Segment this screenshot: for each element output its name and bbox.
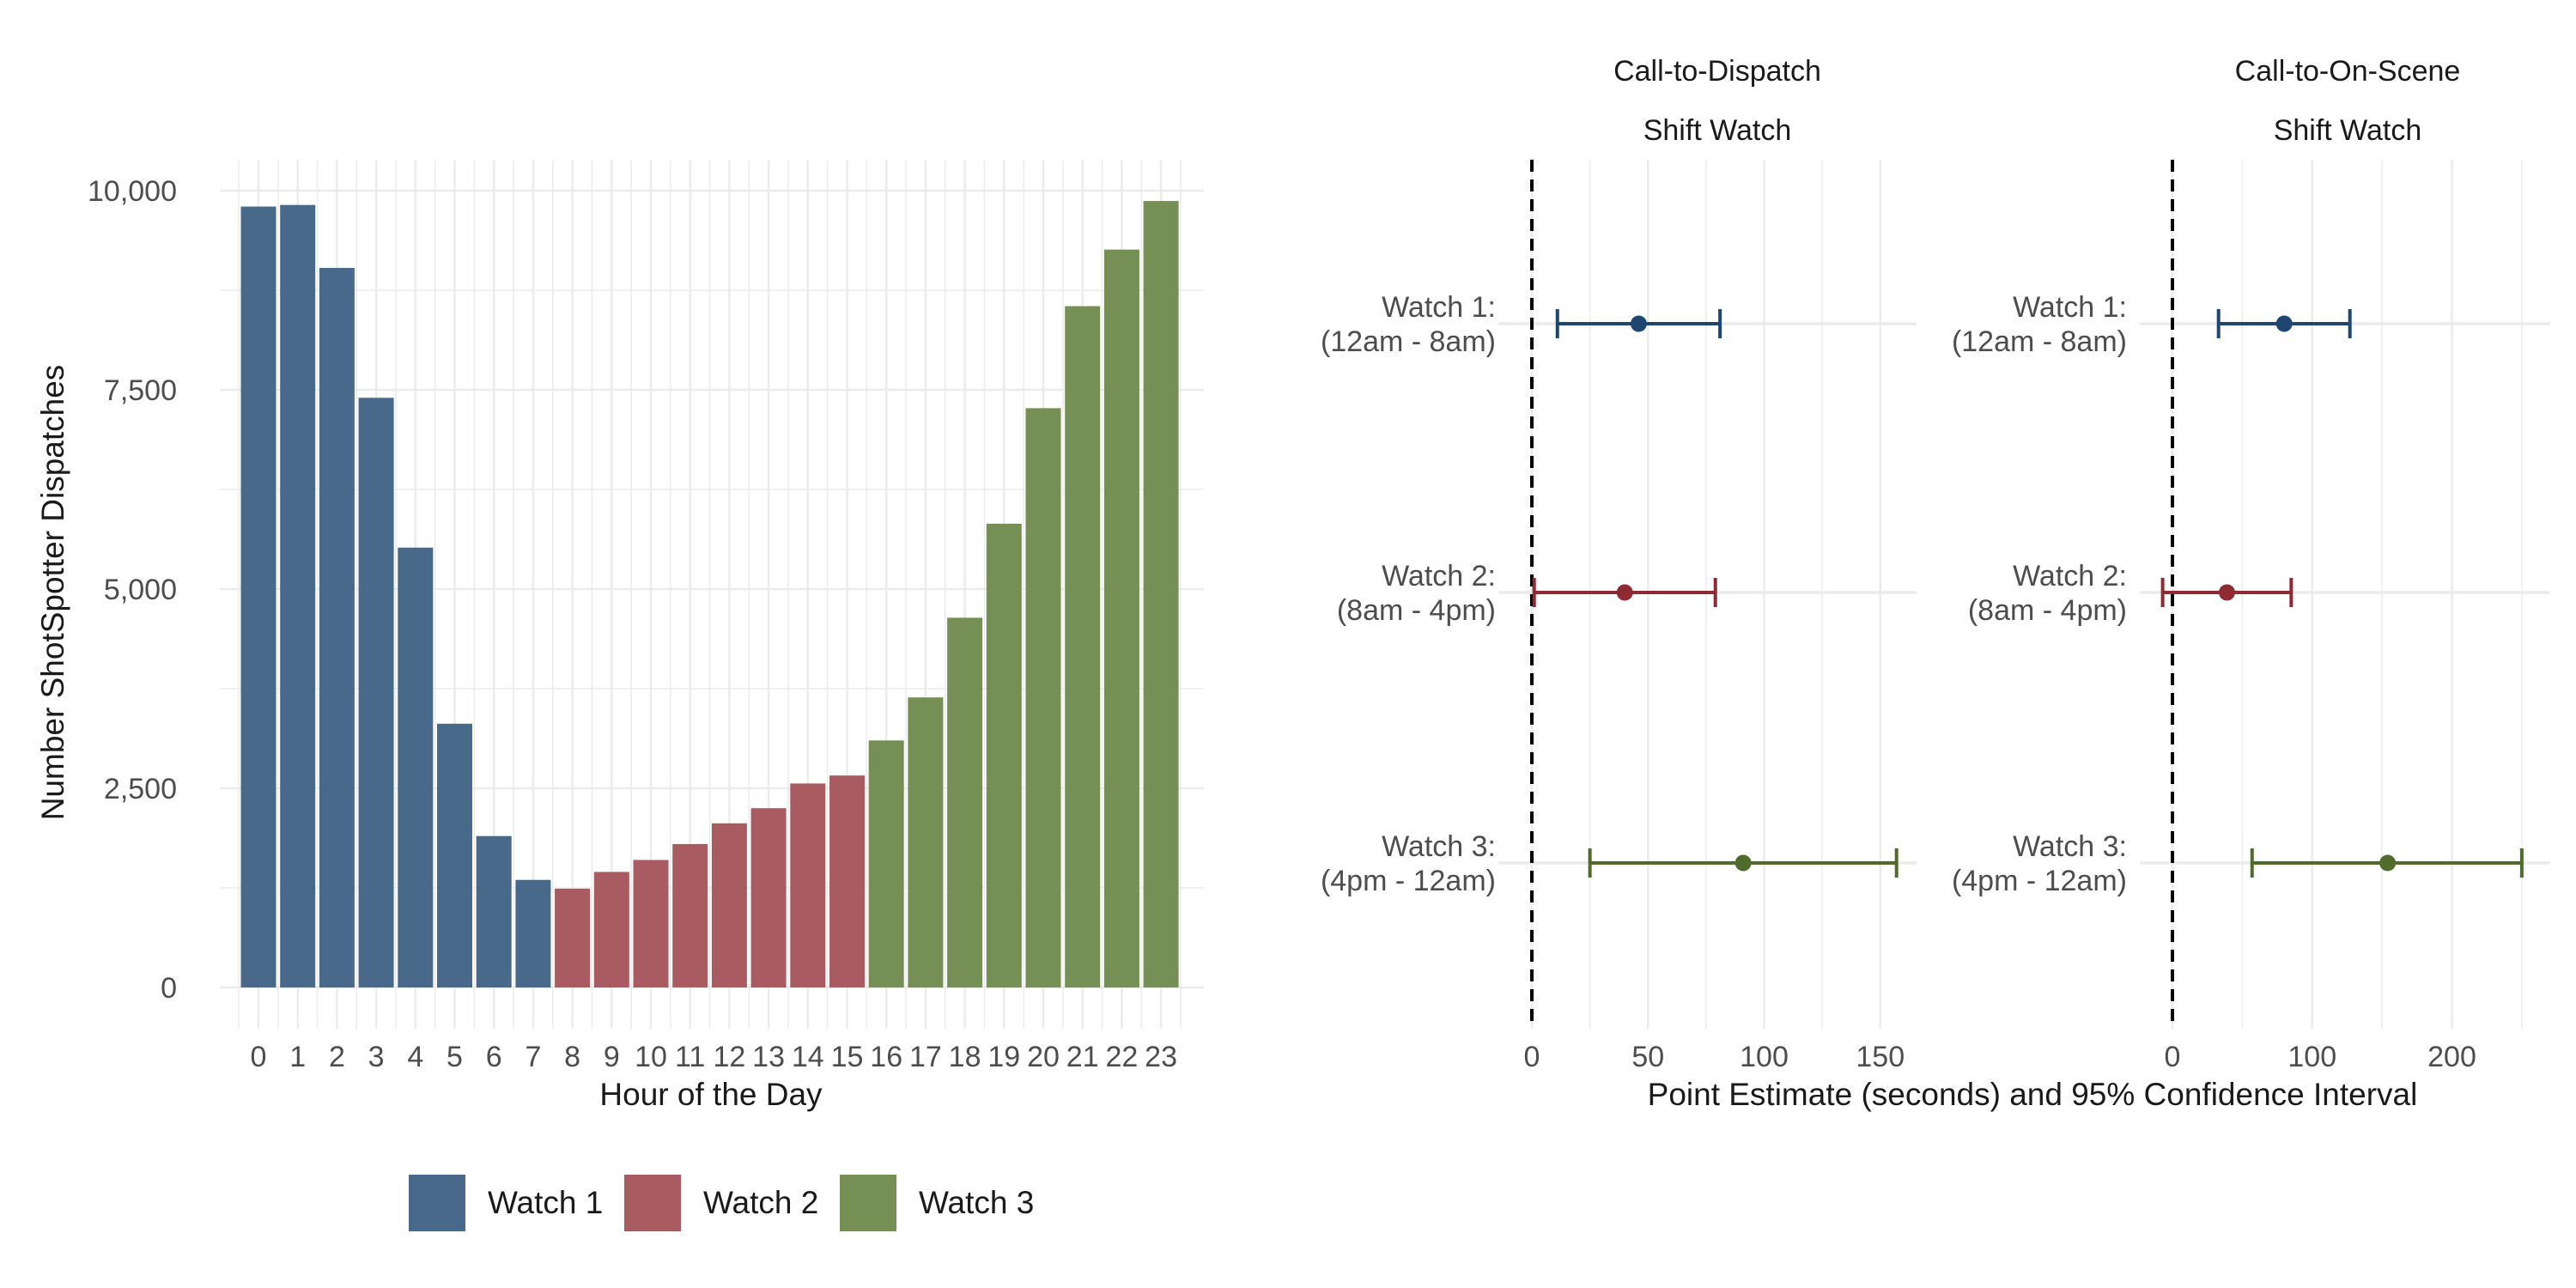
bar-hour-16	[868, 740, 904, 987]
bar-hour-9	[593, 872, 629, 987]
bar-x-tick-label: 22	[1105, 1041, 1138, 1073]
forest-category-label: (8am - 4pm)	[1968, 594, 2127, 627]
forest-category-label: Watch 3:	[2013, 830, 2127, 863]
bar-y-tick-label: 10,000	[88, 175, 177, 208]
forest-x-tick-label: 50	[1631, 1041, 1664, 1073]
bar-hour-19	[986, 523, 1022, 987]
forest-shared-x-axis-title: Point Estimate (seconds) and 95% Confide…	[1648, 1077, 2418, 1112]
forest-category-label: Watch 1:	[1382, 291, 1496, 324]
forest-category-label: (12am - 8am)	[1321, 325, 1496, 358]
bar-chart-y-axis-title: Number ShotSpotter Dispatches	[35, 365, 70, 821]
forest-category-label: Watch 3:	[1382, 830, 1496, 863]
forest-plot-call-to-on-scene: Watch 1:(12am - 8am) Watch 2:(8am - 4pm) W…	[1952, 160, 2550, 1073]
forest-category-label: (4pm - 12am)	[1952, 865, 2127, 897]
forest-point-estimate-watch-3	[1735, 854, 1752, 872]
bar-x-tick-label: 0	[251, 1041, 267, 1073]
bar-x-tick-label: 19	[987, 1041, 1020, 1073]
bar-x-tick-label: 3	[368, 1041, 385, 1073]
bar-x-tick-label: 12	[713, 1041, 745, 1073]
bar-hour-8	[555, 888, 591, 987]
bar-x-tick-label: 18	[949, 1041, 981, 1073]
forest-x-tick-label: 0	[1524, 1041, 1540, 1073]
bar-chart-bars	[240, 201, 1179, 988]
forest-category-label: Watch 2:	[2013, 560, 2127, 592]
bar-hour-7	[515, 879, 551, 987]
forest-point-estimate-watch-2	[2218, 584, 2235, 601]
legend-label-watch-2: Watch 2	[703, 1185, 818, 1220]
forest-plot-call-to-dispatch: Watch 1:(12am - 8am) Watch 2:(8am - 4pm) W…	[1321, 160, 1917, 1073]
bar-hour-2	[319, 268, 355, 987]
forest-category-label: (8am - 4pm)	[1337, 594, 1496, 627]
bar-x-tick-label: 8	[564, 1041, 580, 1073]
bar-chart-x-ticks: 0 1 2 3 4 5 6 7 8 9 10 11 12 13 14 15 16 17 18 19 20 21 22 23	[251, 1041, 1177, 1073]
legend-label-watch-3: Watch 3	[919, 1185, 1034, 1220]
forest-x-tick-label: 0	[2165, 1041, 2181, 1073]
bar-hour-22	[1103, 249, 1139, 987]
bar-hour-23	[1143, 201, 1179, 988]
legend: Watch 1 Watch 2 Watch 3	[409, 1175, 1034, 1231]
bar-x-tick-label: 16	[870, 1041, 902, 1073]
facet-subtitle-call-to-on-scene: Shift Watch	[2274, 114, 2422, 147]
bar-hour-5	[437, 723, 472, 987]
bar-x-tick-label: 11	[675, 1041, 705, 1073]
forest-category-label: Watch 2:	[1382, 560, 1496, 592]
bar-hour-4	[398, 547, 434, 987]
bar-x-tick-label: 13	[752, 1041, 785, 1073]
bar-x-tick-label: 2	[329, 1041, 345, 1073]
bar-hour-18	[947, 617, 983, 987]
bar-x-tick-label: 20	[1027, 1041, 1060, 1073]
legend-swatch-watch-2	[624, 1175, 681, 1231]
bar-hour-10	[633, 860, 669, 987]
bar-hour-14	[790, 783, 826, 987]
bar-x-tick-label: 7	[525, 1041, 541, 1073]
bar-x-tick-label: 21	[1066, 1041, 1099, 1073]
bar-x-tick-label: 5	[447, 1041, 463, 1073]
bar-hour-20	[1025, 408, 1061, 987]
forest-category-label: Watch 1:	[2013, 291, 2127, 324]
bar-chart-x-axis-title: Hour of the Day	[599, 1077, 823, 1112]
forest-x-tick-label: 100	[1740, 1041, 1789, 1073]
bar-x-tick-label: 4	[407, 1041, 423, 1073]
bar-x-tick-label: 23	[1145, 1041, 1177, 1073]
bar-hour-1	[280, 204, 316, 988]
forest-point-estimate-watch-3	[2379, 854, 2397, 872]
bar-y-tick-label: 5,000	[104, 574, 177, 606]
forest-category-label: (4pm - 12am)	[1321, 865, 1496, 897]
bar-x-tick-label: 6	[486, 1041, 502, 1073]
bar-y-tick-label: 7,500	[104, 374, 177, 407]
forest-x-tick-label: 100	[2287, 1041, 2336, 1073]
forest-x-tick-label: 150	[1856, 1041, 1905, 1073]
facet-title-call-to-dispatch: Call-to-Dispatch	[1613, 55, 1821, 88]
facet-subtitle-call-to-dispatch: Shift Watch	[1643, 114, 1792, 147]
bar-x-tick-label: 15	[831, 1041, 864, 1073]
bar-x-tick-label: 14	[792, 1041, 824, 1073]
bar-x-tick-label: 17	[909, 1041, 942, 1073]
facet-title-call-to-on-scene: Call-to-On-Scene	[2235, 55, 2461, 88]
bar-chart-y-ticks: 0 2,500 5,000 7,500 10,000	[88, 175, 177, 1005]
bar-hour-13	[750, 808, 787, 987]
bar-y-tick-label: 0	[161, 972, 177, 1005]
forest-point-estimate-watch-1	[2275, 315, 2293, 332]
bar-y-tick-label: 2,500	[104, 773, 177, 805]
bar-hour-15	[829, 775, 865, 987]
bar-hour-21	[1065, 306, 1101, 987]
bar-x-tick-label: 1	[289, 1041, 306, 1073]
bar-hour-17	[908, 697, 944, 987]
forest-point-estimate-watch-1	[1630, 315, 1647, 332]
bar-x-tick-label: 9	[604, 1041, 620, 1073]
bar-hour-6	[476, 835, 512, 987]
forest-category-label: (12am - 8am)	[1952, 325, 2127, 358]
bar-hour-11	[672, 843, 708, 987]
bar-x-tick-label: 10	[635, 1041, 667, 1073]
legend-swatch-watch-1	[409, 1175, 465, 1231]
forest-point-estimate-watch-2	[1616, 584, 1633, 601]
forest-x-tick-label: 200	[2427, 1041, 2476, 1073]
bar-hour-12	[711, 823, 747, 987]
legend-swatch-watch-3	[840, 1175, 896, 1231]
bar-hour-0	[240, 206, 276, 987]
legend-label-watch-1: Watch 1	[488, 1185, 603, 1220]
bar-hour-3	[358, 398, 394, 987]
